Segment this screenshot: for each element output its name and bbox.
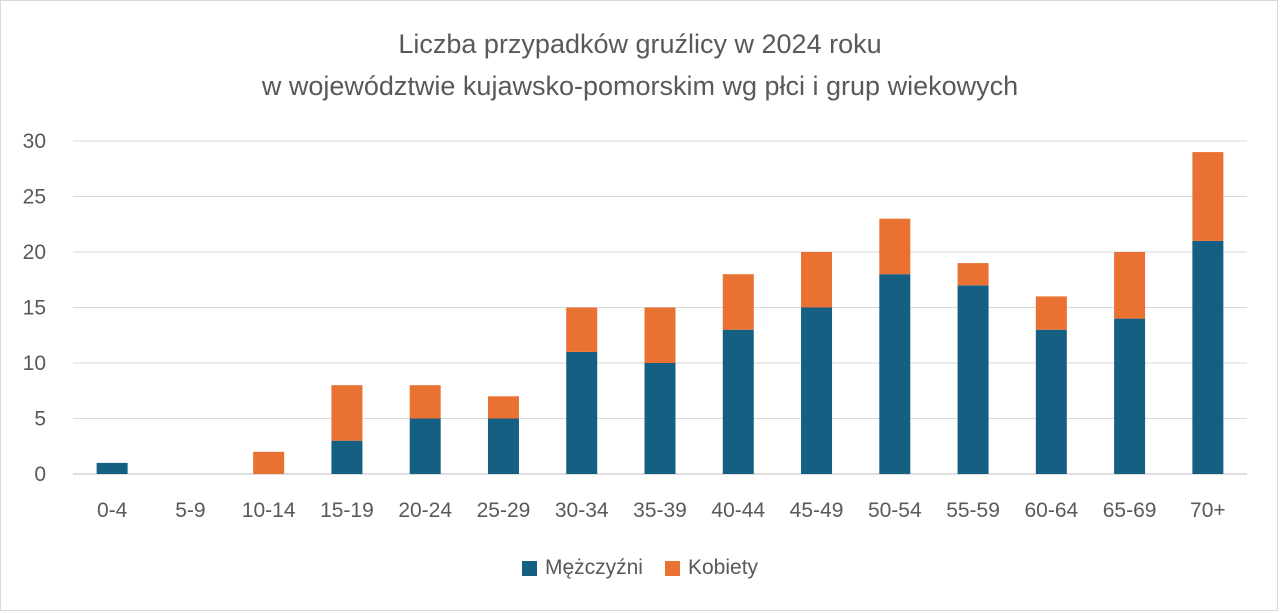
bar-women — [957, 263, 989, 286]
legend-label-men: Mężczyźni — [544, 556, 643, 579]
bar-women — [644, 307, 676, 363]
x-tick-label: 10-14 — [242, 499, 296, 522]
bar-women — [879, 218, 911, 275]
x-tick-label: 65-69 — [1103, 499, 1157, 522]
bar-women — [722, 274, 754, 330]
y-tick-label: 15 — [23, 297, 46, 320]
x-tick-label: 45-49 — [790, 499, 844, 522]
bar-men — [1192, 240, 1224, 474]
bar-men — [487, 418, 519, 474]
y-tick-label: 20 — [23, 241, 46, 264]
bar-men — [1114, 318, 1146, 474]
y-tick-label: 0 — [34, 463, 46, 486]
bar-men — [566, 351, 598, 474]
bar-women — [487, 396, 519, 419]
x-tick-label: 35-39 — [633, 499, 687, 522]
chart-title-line2: w województwie kujawsko-pomorskim wg płc… — [261, 71, 1019, 101]
x-tick-label: 70+ — [1190, 499, 1226, 522]
x-tick-label: 50-54 — [868, 499, 922, 522]
bar-women — [1035, 296, 1067, 330]
x-tick-label: 5-9 — [175, 499, 205, 522]
bar-men — [96, 462, 128, 474]
x-tick-label: 0-4 — [97, 499, 128, 522]
bar-men — [957, 285, 989, 474]
x-tick-label: 60-64 — [1024, 499, 1078, 522]
bar-men — [409, 418, 441, 474]
y-tick-label: 25 — [23, 186, 46, 209]
x-tick-label: 20-24 — [398, 499, 452, 522]
bar-men — [879, 274, 911, 474]
x-tick-label: 15-19 — [320, 499, 374, 522]
bar-women — [409, 385, 441, 419]
bar-women — [331, 385, 363, 441]
bar-men — [1035, 329, 1067, 474]
bar-women — [566, 307, 598, 352]
bar-men — [801, 307, 833, 474]
bar-women — [1114, 252, 1146, 319]
bar-men — [722, 329, 754, 474]
legend-swatch-men — [521, 560, 537, 576]
x-tick-label: 55-59 — [946, 499, 1000, 522]
y-tick-label: 10 — [23, 352, 46, 375]
x-tick-label: 25-29 — [477, 499, 531, 522]
y-tick-label: 5 — [34, 408, 46, 431]
legend-item-women: Kobiety — [664, 556, 759, 580]
bar-men — [331, 440, 363, 474]
y-tick-label: 30 — [23, 130, 46, 153]
chart-title-line1: Liczba przypadków gruźlicy w 2024 roku — [398, 29, 882, 59]
bar-women — [1192, 152, 1224, 241]
chart-legend: Mężczyźni Kobiety — [0, 556, 1280, 580]
legend-item-men: Mężczyźni — [521, 556, 643, 580]
x-tick-label: 30-34 — [555, 499, 609, 522]
bar-men — [644, 363, 676, 474]
legend-label-women: Kobiety — [687, 556, 759, 579]
x-tick-label: 40-44 — [711, 499, 765, 522]
bar-women — [253, 451, 285, 474]
bar-women — [801, 252, 833, 308]
legend-swatch-women — [664, 560, 680, 576]
